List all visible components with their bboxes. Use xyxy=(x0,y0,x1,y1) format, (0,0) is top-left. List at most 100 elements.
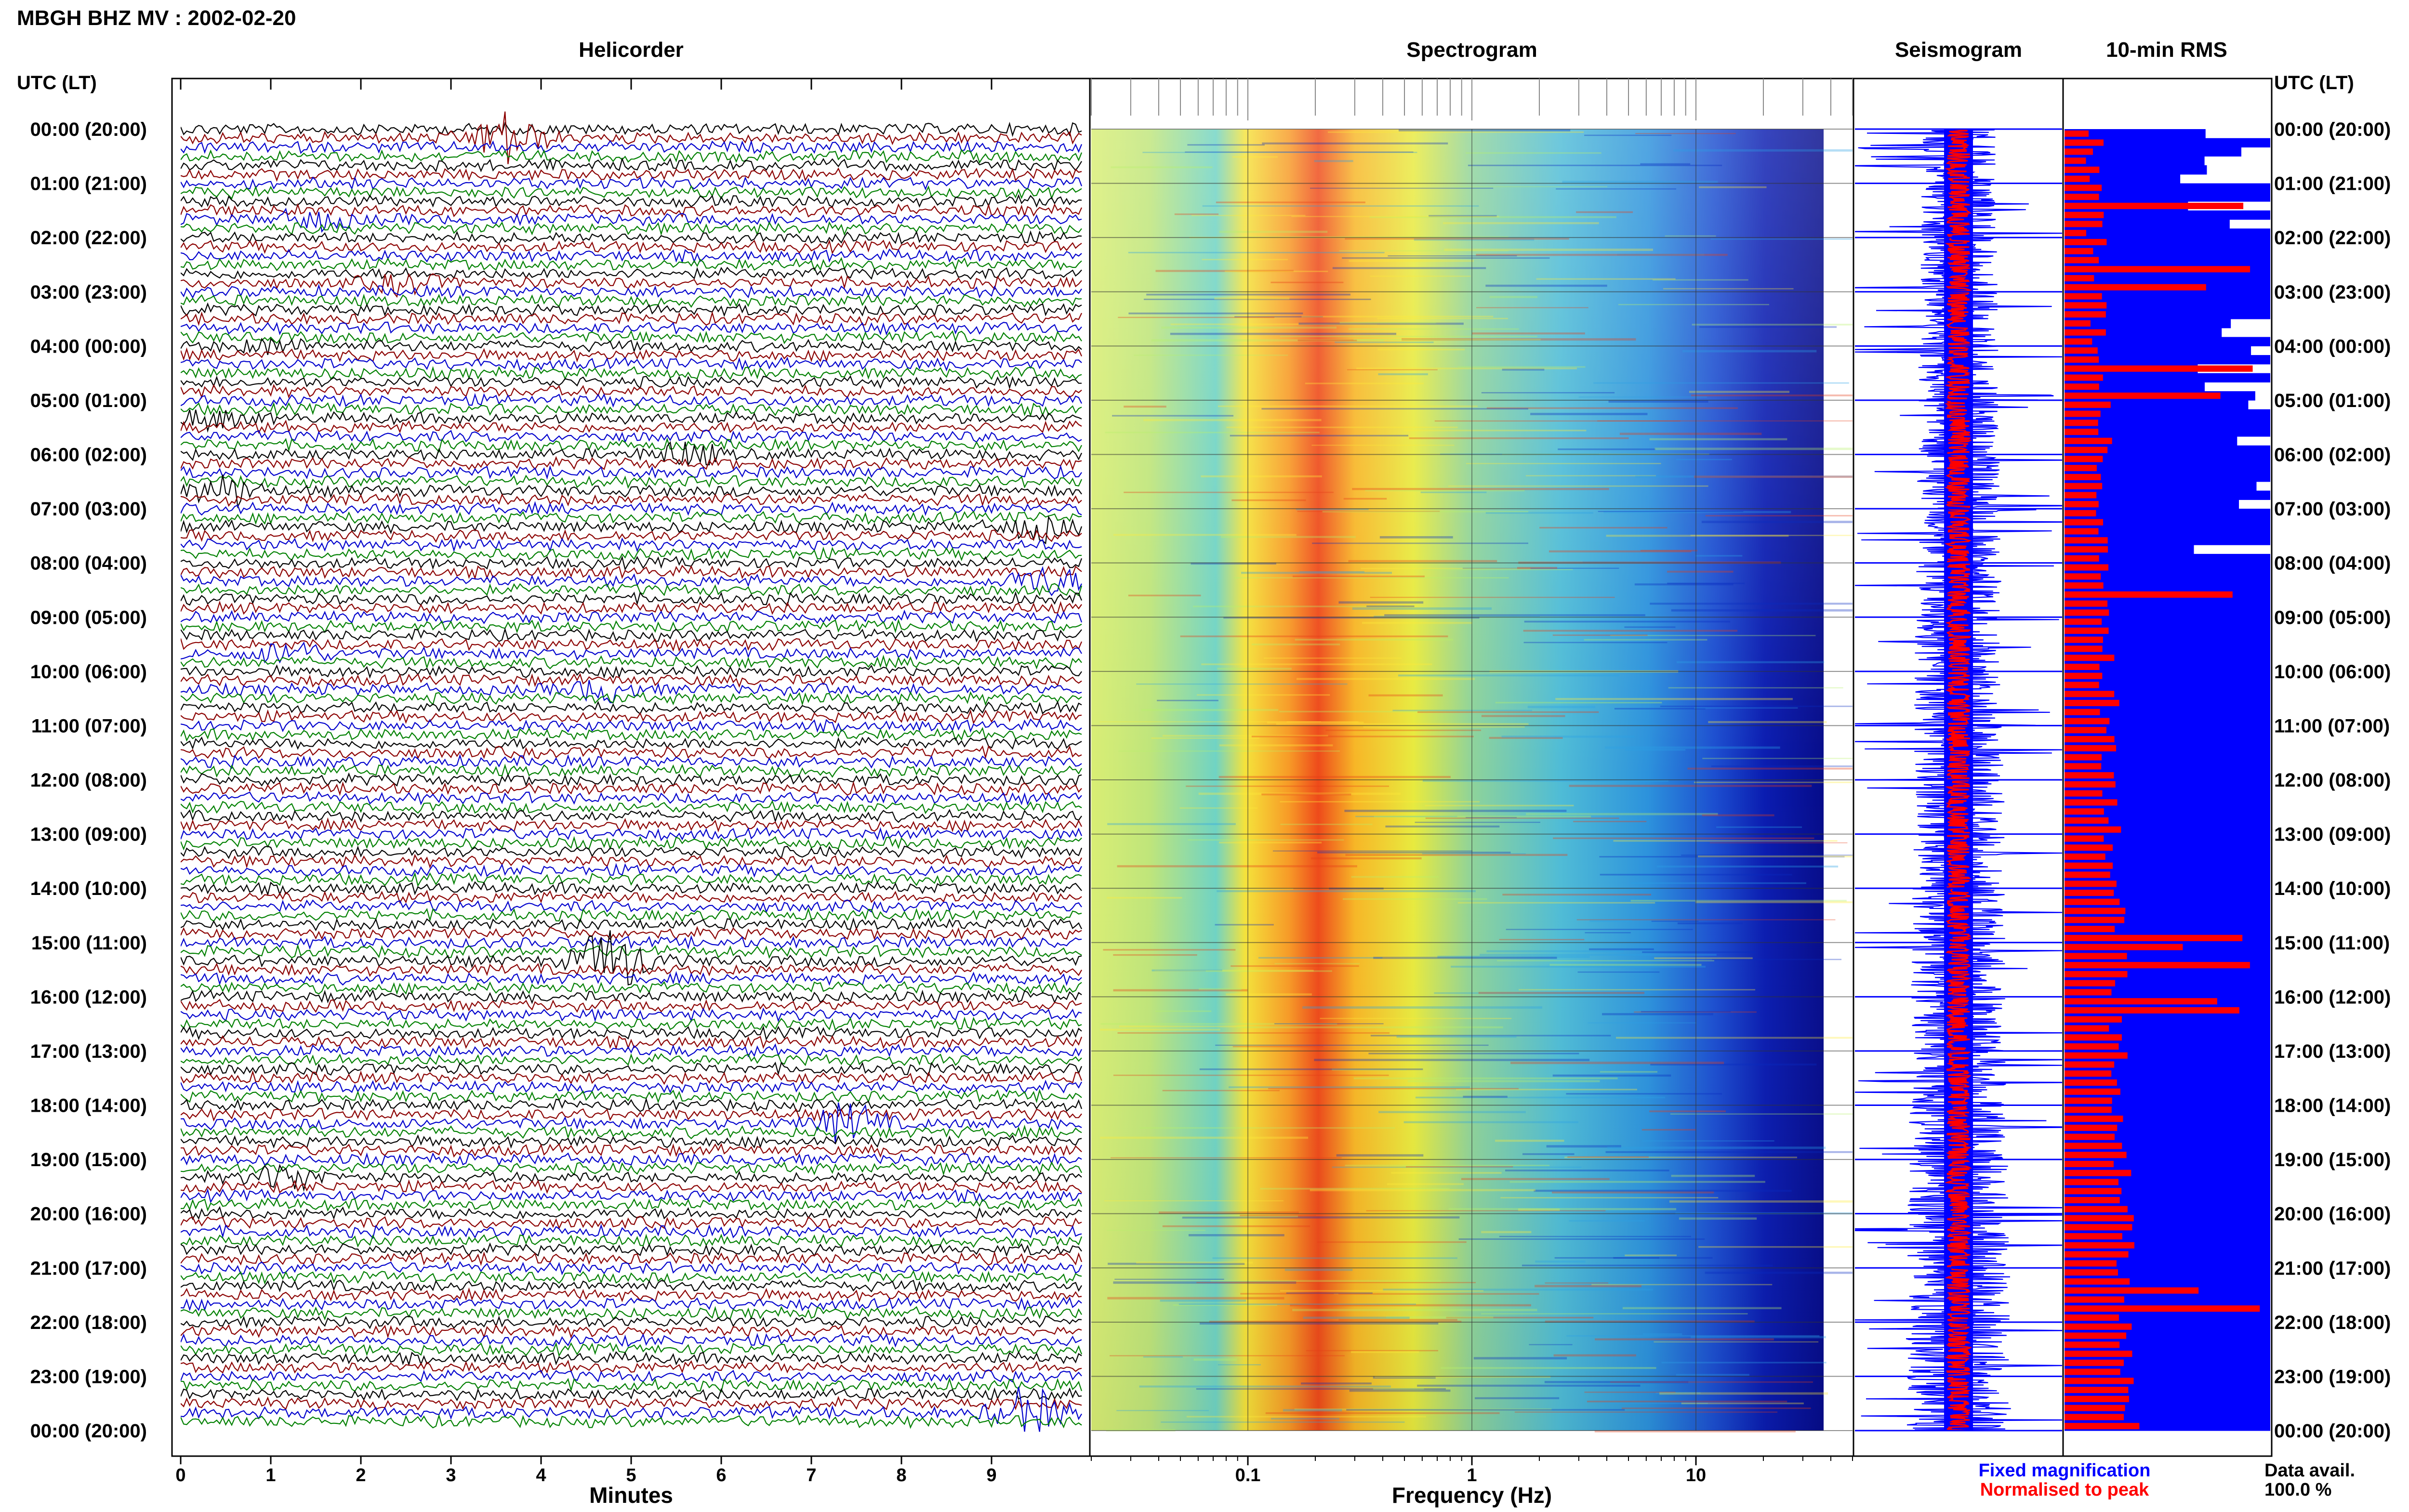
spectrogram-stripe xyxy=(1552,1074,1671,1077)
spectrogram-stripe xyxy=(1107,897,1182,899)
spectrogram-stripe xyxy=(1283,1409,1342,1412)
spectrogram-stripe xyxy=(1694,707,1798,709)
spectrogram-stripe xyxy=(1417,711,1599,713)
spectrogram-stripe xyxy=(1322,511,1529,513)
spectrogram-stripe xyxy=(1267,721,1364,724)
spectrogram-stripe xyxy=(1631,882,1806,884)
time-label: 09:00 (05:00) xyxy=(2274,607,2391,628)
spectrogram-stripe xyxy=(1630,900,1847,902)
spectrogram-stripe xyxy=(1417,1384,1641,1387)
spectrogram-stripe xyxy=(1199,988,1242,990)
helicorder-trace xyxy=(181,1206,1082,1221)
spectrogram-stripe xyxy=(1374,616,1540,618)
rms-fixed-bar xyxy=(2065,978,2270,988)
spectrogram-stripe xyxy=(1305,382,1424,384)
spectrogram-stripe xyxy=(1377,317,1508,319)
rms-normalised-bar xyxy=(2065,1224,2132,1231)
spectrogram-stripe xyxy=(1708,721,1827,723)
spectrogram-stripe xyxy=(1499,939,1585,940)
helicorder-trace xyxy=(181,655,1082,670)
helicorder-trace xyxy=(181,393,1082,408)
helicorder-trace xyxy=(181,266,1082,280)
helicorder-trace xyxy=(181,872,1082,887)
spectrogram-stripe xyxy=(1218,776,1451,778)
spectrogram-stripe xyxy=(1589,920,1632,922)
spectrogram-x-tick-label: 10 xyxy=(1686,1465,1706,1486)
rms-fixed-bar xyxy=(2065,635,2270,645)
rms-fixed-bar xyxy=(2065,599,2270,609)
rms-normalised-bar xyxy=(2065,844,2113,851)
rms-fixed-bar xyxy=(2065,987,2270,997)
rms-normalised-bar xyxy=(2065,1260,2117,1267)
spectrogram-stripe xyxy=(1180,635,1448,637)
helicorder-panel xyxy=(181,111,1083,1432)
spectrogram-stripe xyxy=(1656,865,1839,868)
spectrogram-stripe xyxy=(1201,663,1432,665)
spectrogram-stripe xyxy=(1335,342,1434,343)
helicorder-trace xyxy=(181,566,1082,596)
spectrogram-stripe xyxy=(1385,825,1500,828)
spectrogram-stripe xyxy=(1368,1052,1579,1054)
time-label: 21:00 (17:00) xyxy=(2274,1258,2391,1279)
helicorder-trace xyxy=(181,1143,1082,1158)
rms-normalised-bar xyxy=(2065,971,2128,977)
rms-normalised-bar xyxy=(2065,311,2106,318)
spectrogram-stripe xyxy=(1489,736,1563,739)
helicorder-trace xyxy=(181,691,1082,707)
spectrogram-stripe xyxy=(1151,737,1259,739)
helicorder-title: Helicorder xyxy=(579,38,684,62)
spectrogram-stripe xyxy=(1182,1215,1298,1217)
spectrogram-stripe xyxy=(1429,215,1497,217)
spectrogram-stripe xyxy=(1694,475,1853,478)
spectrogram-stripe xyxy=(1665,235,1716,237)
spectrogram-stripe xyxy=(1339,250,1509,251)
helicorder-trace xyxy=(181,1261,1082,1275)
time-label: 05:00 (01:00) xyxy=(30,390,147,411)
rms-normalised-bar xyxy=(2065,401,2111,408)
spectrogram-stripe xyxy=(1518,1208,1560,1211)
helicorder-trace xyxy=(181,1035,1083,1050)
spectrogram-stripe xyxy=(1529,1344,1573,1345)
spectrogram-stripe xyxy=(1366,1210,1606,1211)
spectrogram-stripe xyxy=(1332,267,1486,269)
spectrogram-stripe xyxy=(1671,609,1853,612)
spectrogram-stripe xyxy=(1682,350,1817,353)
helicorder-trace xyxy=(181,591,1083,607)
helicorder-x-tick-label: 4 xyxy=(536,1465,546,1486)
spectrogram-stripe xyxy=(1527,706,1596,709)
helicorder-trace xyxy=(181,1396,1082,1411)
spectrogram-stripe xyxy=(1534,1189,1792,1192)
rms-normalised-bar xyxy=(2065,1152,2127,1158)
helicorder-trace xyxy=(181,1179,1082,1194)
time-label: 04:00 (00:00) xyxy=(30,336,147,357)
spectrogram-stripe xyxy=(1261,408,1528,410)
rms-normalised-bar xyxy=(2065,1251,2129,1258)
spectrogram-stripe xyxy=(1642,1333,1682,1335)
rms-fixed-bar xyxy=(2065,138,2270,148)
spectrogram-stripe xyxy=(1476,307,1588,308)
rms-fixed-bar xyxy=(2065,536,2270,545)
helicorder-trace xyxy=(181,1124,1082,1140)
spectrogram-stripe xyxy=(1695,555,1743,557)
spectrogram-stripe xyxy=(1383,1288,1653,1291)
rms-normalised-bar xyxy=(2065,483,2103,489)
spectrogram-stripe xyxy=(1434,992,1631,994)
rms-fixed-bar xyxy=(2065,644,2270,654)
spectrogram-stripe xyxy=(1386,1316,1494,1319)
spectrogram-stripe xyxy=(1705,515,1853,517)
spectrogram-stripe xyxy=(1569,1220,1645,1222)
spectrogram-stripe xyxy=(1111,166,1213,169)
time-label: 00:00 (20:00) xyxy=(30,1420,147,1442)
rms-normalised-bar xyxy=(2065,1170,2131,1176)
helicorder-trace xyxy=(181,845,1083,859)
rms-normalised-bar xyxy=(2065,1160,2114,1168)
rms-fixed-bar xyxy=(2065,653,2270,663)
spectrogram-stripe xyxy=(1650,1064,1817,1065)
rms-normalised-bar xyxy=(2065,790,2103,797)
rms-normalised-bar xyxy=(2065,420,2098,426)
spectrogram-stripe xyxy=(1107,1297,1284,1300)
spectrogram-stripe xyxy=(1701,521,1853,524)
rms-fixed-bar xyxy=(2065,255,2270,265)
time-label: 11:00 (07:00) xyxy=(2274,715,2390,736)
spectrogram-stripe xyxy=(1099,721,1321,723)
